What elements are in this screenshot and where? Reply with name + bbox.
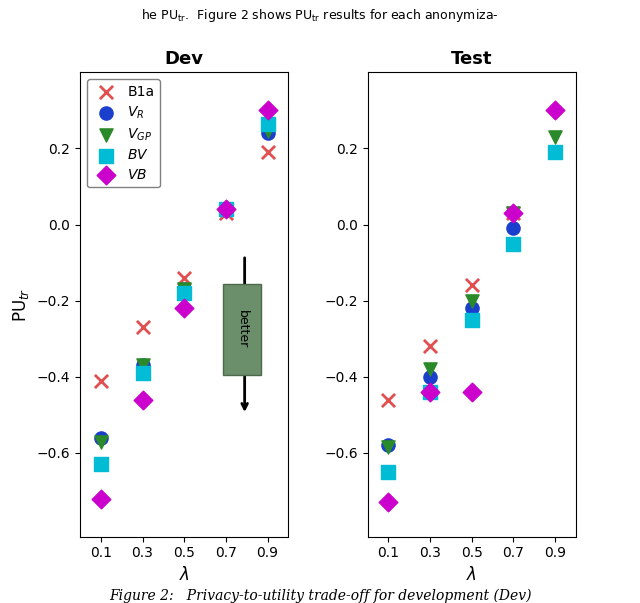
$V_R$	[221, 204, 231, 214]
Title: Test: Test	[451, 50, 493, 68]
$BV$	[262, 119, 273, 128]
Text: Figure 2:   Privacy-to-utility trade-off for development (Dev): Figure 2: Privacy-to-utility trade-off f…	[109, 589, 531, 603]
B1a	[221, 209, 231, 218]
B1a	[550, 148, 560, 157]
$BV$	[467, 315, 477, 324]
$BV$	[383, 467, 394, 477]
$V_{GP}$	[508, 209, 518, 218]
$V_{GP}$	[467, 296, 477, 306]
$BV$	[96, 459, 106, 469]
$VB$	[179, 303, 189, 313]
$V_R$	[467, 303, 477, 313]
$V_R$	[96, 433, 106, 443]
Text: better: better	[236, 310, 248, 349]
$VB$	[221, 204, 231, 214]
$V_R$	[138, 361, 148, 370]
B1a	[383, 395, 394, 405]
B1a	[138, 323, 148, 332]
Title: Dev: Dev	[164, 50, 204, 68]
FancyBboxPatch shape	[223, 283, 261, 375]
$V_R$	[179, 285, 189, 294]
$BV$	[508, 239, 518, 248]
X-axis label: $\lambda$: $\lambda$	[467, 566, 477, 584]
$V_{GP}$	[383, 443, 394, 452]
$V_{GP}$	[179, 285, 189, 294]
$VB$	[96, 494, 106, 504]
$VB$	[425, 387, 435, 397]
$VB$	[138, 395, 148, 405]
$BV$	[425, 387, 435, 397]
B1a	[262, 148, 273, 157]
$V_{GP}$	[221, 204, 231, 214]
$BV$	[179, 288, 189, 298]
B1a	[425, 341, 435, 351]
Legend: B1a, $V_R$, $V_{GP}$, $BV$, $VB$: B1a, $V_R$, $V_{GP}$, $BV$, $VB$	[87, 80, 160, 188]
$V_{GP}$	[138, 361, 148, 370]
$V_{GP}$	[262, 127, 273, 136]
$BV$	[138, 368, 148, 378]
X-axis label: $\lambda$: $\lambda$	[179, 566, 189, 584]
Y-axis label: PU$_{tr}$: PU$_{tr}$	[11, 288, 31, 321]
$VB$	[467, 387, 477, 397]
$VB$	[383, 497, 394, 507]
$BV$	[550, 148, 560, 157]
$V_R$	[262, 128, 273, 138]
$V_{GP}$	[425, 364, 435, 374]
$V_R$	[508, 224, 518, 233]
$V_R$	[425, 372, 435, 382]
$VB$	[550, 106, 560, 115]
$V_R$	[383, 441, 394, 450]
B1a	[179, 273, 189, 283]
$VB$	[262, 106, 273, 115]
B1a	[96, 376, 106, 385]
$V_{GP}$	[96, 437, 106, 446]
$V_R$	[550, 148, 560, 157]
B1a	[508, 209, 518, 218]
$BV$	[221, 204, 231, 214]
Text: he $\mathrm{PU_{tr}}$.  Figure 2 shows $\mathrm{PU_{tr}}$ results for each anony: he $\mathrm{PU_{tr}}$. Figure 2 shows $\…	[141, 7, 499, 24]
$V_{GP}$	[550, 132, 560, 142]
B1a	[467, 280, 477, 290]
$VB$	[508, 209, 518, 218]
